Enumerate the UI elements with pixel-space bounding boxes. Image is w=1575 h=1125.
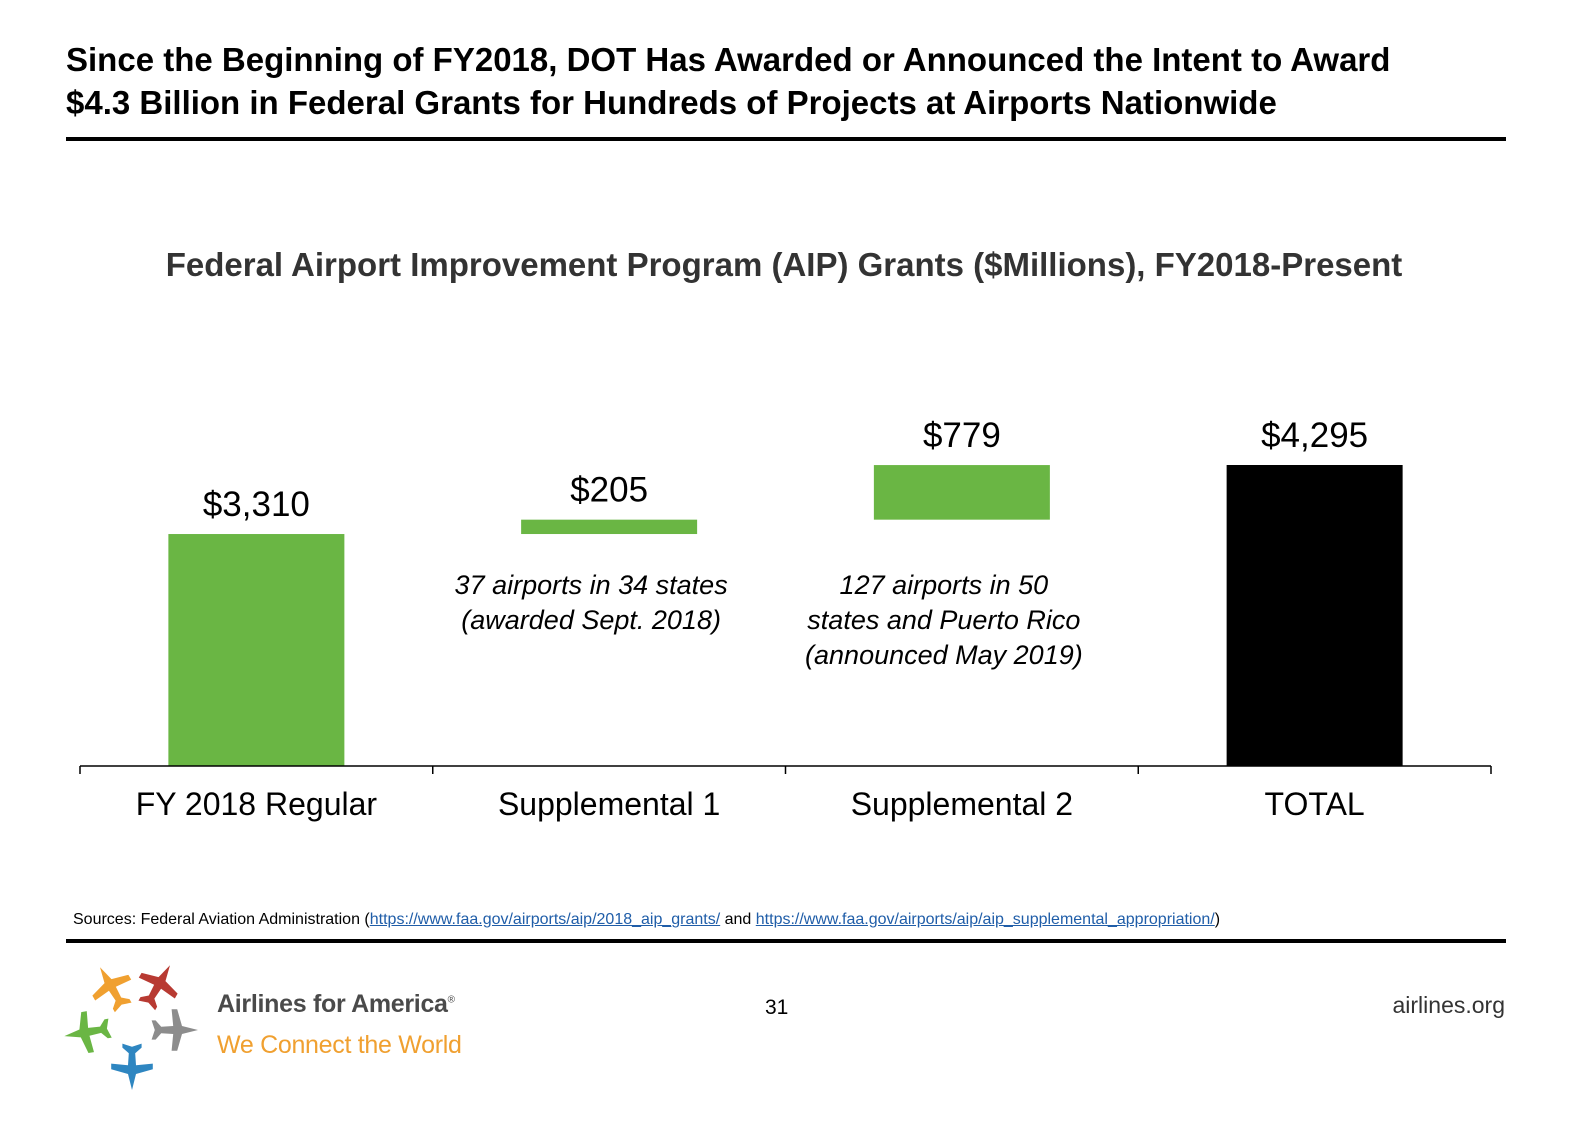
brand-registered-mark: ®	[447, 994, 455, 1006]
page-headline: Since the Beginning of FY2018, DOT Has A…	[66, 38, 1506, 124]
value-label-total: $4,295	[1261, 416, 1368, 455]
sources-prefix: Sources: Federal Aviation Administration…	[73, 911, 370, 928]
page-number: 31	[765, 996, 789, 1019]
sources-middle: and	[720, 911, 756, 928]
x-tick-label-supplemental-2: Supplemental 2	[851, 786, 1073, 822]
bar-supplemental-1	[521, 519, 698, 535]
footer-divider	[66, 939, 1506, 943]
value-label-fy-2018-regular: $3,310	[203, 485, 310, 524]
annotation-supplemental-1-line-2: (awarded Sept. 2018)	[461, 605, 721, 635]
x-tick-label-fy-2018-regular: FY 2018 Regular	[136, 786, 378, 822]
airlines-logo-icon	[62, 958, 198, 1090]
x-tick-label-supplemental-1: Supplemental 1	[498, 786, 720, 822]
value-label-supplemental-1: $205	[570, 471, 648, 510]
site-url[interactable]: airlines.org	[1392, 992, 1506, 1018]
annotation-supplemental-2-line-1: 127 airports in 50	[840, 570, 1049, 600]
brand-tagline: We Connect the World	[217, 1031, 462, 1059]
source-link-supplemental[interactable]: https://www.faa.gov/airports/aip/aip_sup…	[755, 911, 1215, 928]
chart-title: Federal Airport Improvement Program (AIP…	[166, 246, 1403, 283]
sources-suffix: )	[1214, 911, 1221, 928]
headline-line-2: $4.3 Billion in Federal Grants for Hundr…	[66, 84, 1277, 121]
x-tick-label-total: TOTAL	[1265, 786, 1365, 822]
aip-grants-chart: Federal Airport Improvement Program (AIP…	[79, 246, 1492, 822]
annotation-supplemental-1-line-1: 37 airports in 34 states	[455, 570, 728, 600]
brand-name-text: Airlines for America	[217, 990, 448, 1018]
value-label-supplemental-2: $779	[923, 416, 1001, 455]
annotation-supplemental-2-line-2: states and Puerto Rico	[807, 605, 1080, 635]
brand-name: Airlines for America®	[217, 990, 455, 1019]
sources-note: Sources: Federal Aviation Administration…	[73, 911, 1513, 929]
headline-line-1: Since the Beginning of FY2018, DOT Has A…	[66, 41, 1391, 78]
annotation-supplemental-2-line-3: (announced May 2019)	[805, 640, 1083, 670]
bar-total	[1226, 465, 1403, 766]
bar-fy-2018-regular	[168, 534, 345, 766]
bar-supplemental-2	[873, 465, 1050, 520]
header-divider	[66, 137, 1506, 141]
source-link-2018-grants[interactable]: https://www.faa.gov/airports/aip/2018_ai…	[369, 911, 721, 928]
